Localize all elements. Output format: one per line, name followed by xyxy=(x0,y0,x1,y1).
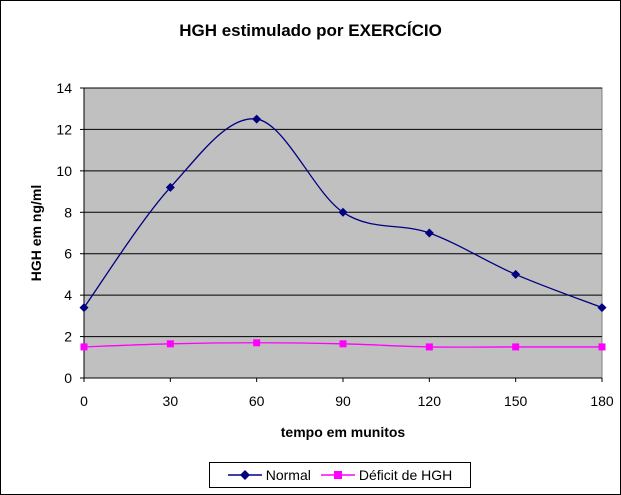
x-tick-label-30: 30 xyxy=(163,393,179,409)
legend-item-normal: Normal xyxy=(227,467,311,483)
point-series-0-0 xyxy=(79,303,89,313)
x-tick-label-180: 180 xyxy=(590,393,614,409)
legend-label-deficit: Déficit de HGH xyxy=(358,467,453,483)
y-tick-label-8: 8 xyxy=(64,204,72,220)
series-0 xyxy=(79,114,607,313)
x-tick-label-120: 120 xyxy=(418,393,442,409)
x-tick-label-90: 90 xyxy=(335,393,351,409)
x-axis-title: tempo em munitos xyxy=(280,424,406,440)
point-series-0-1 xyxy=(165,182,175,192)
y-tick-label-0: 0 xyxy=(64,370,72,386)
point-series-1-0 xyxy=(80,343,88,351)
point-series-1-4 xyxy=(425,343,433,351)
point-series-0-5 xyxy=(511,269,521,279)
point-series-1-6 xyxy=(598,343,606,351)
point-series-0-3 xyxy=(338,207,348,217)
y-tick-label-4: 4 xyxy=(64,287,72,303)
legend-label-normal: Normal xyxy=(265,467,311,483)
x-tick-label-60: 60 xyxy=(249,393,265,409)
x-tick-label-150: 150 xyxy=(504,393,528,409)
point-series-0-6 xyxy=(597,303,607,313)
legend-key-deficit xyxy=(320,471,355,479)
point-series-1-5 xyxy=(512,343,520,351)
legend-key-normal xyxy=(227,470,262,480)
point-series-1-1 xyxy=(166,340,174,348)
point-series-1-2 xyxy=(253,339,261,347)
legend: Normal Déficit de HGH xyxy=(209,462,471,488)
tick-labels: 0 2 4 6 8 10 12 14 0 30 60 90 120 150 180 xyxy=(56,80,613,409)
legend-item-deficit: Déficit de HGH xyxy=(320,467,453,483)
y-tick-label-12: 12 xyxy=(56,121,72,137)
y-axis-title: HGH em ng/ml xyxy=(28,184,44,282)
x-tick-label-0: 0 xyxy=(80,393,88,409)
y-tick-label-14: 14 xyxy=(56,80,72,96)
series-1 xyxy=(80,339,606,351)
series-layer xyxy=(79,114,607,351)
gridlines xyxy=(84,87,602,338)
point-series-0-2 xyxy=(252,114,262,124)
point-series-1-3 xyxy=(339,340,347,348)
plot-area xyxy=(83,87,603,379)
y-tick-label-10: 10 xyxy=(56,163,72,179)
chart-title: HGH estimulado por EXERCÍCIO xyxy=(179,21,442,40)
y-tick-label-2: 2 xyxy=(64,329,72,345)
axes xyxy=(80,87,603,382)
point-series-0-4 xyxy=(424,228,434,238)
y-tick-label-6: 6 xyxy=(64,246,72,262)
